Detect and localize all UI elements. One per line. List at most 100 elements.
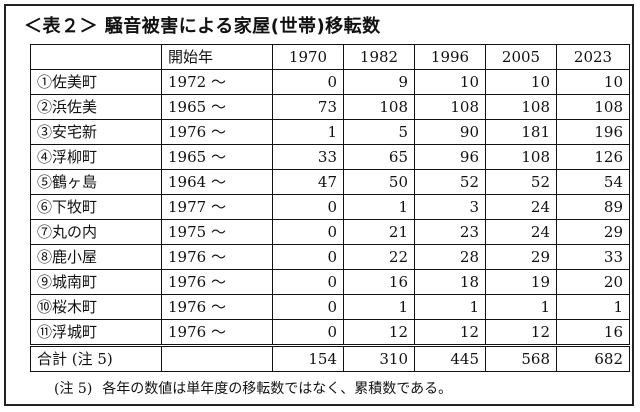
- row-name: ③安宅新: [30, 119, 162, 145]
- row-name: ⑨城南町: [30, 269, 162, 295]
- table-row: ②浜佐美 1965 ～ 73 108 108 108 108: [30, 94, 630, 120]
- table-title: ＜表２＞ 騒音被害による家屋(世帯)移転数: [24, 16, 381, 37]
- header-1970: 1970: [272, 44, 344, 70]
- cell-2005: 24: [485, 219, 557, 245]
- cell-1996: 10: [414, 69, 486, 95]
- table-row: ③安宅新 1976 ～ 1 5 90 181 196: [30, 119, 630, 145]
- cell-1970: 33: [272, 144, 344, 170]
- row-start-year: 1965 ～: [161, 94, 273, 120]
- row-name: ⑩桜木町: [30, 294, 162, 320]
- cell-2023: 54: [556, 169, 630, 195]
- cell-1982: 1: [343, 294, 415, 320]
- cell-2005: 108: [485, 94, 557, 120]
- row-start-year: 1976 ～: [161, 244, 273, 270]
- cell-2023: 10: [556, 69, 630, 95]
- cell-1996: 23: [414, 219, 486, 245]
- table-row: ④浮柳町 1965 ～ 33 65 96 108 126: [30, 144, 630, 170]
- relocation-table: 開始年 1970 1982 1996 2005 2023 ①佐美町 1972 ～…: [30, 44, 630, 372]
- row-name: ②浜佐美: [30, 94, 162, 120]
- table-row: ⑥下牧町 1977 ～ 0 1 3 24 89: [30, 194, 630, 220]
- row-start-year: 1965 ～: [161, 144, 273, 170]
- cell-1970: 0: [272, 269, 344, 295]
- cell-1982: 9: [343, 69, 415, 95]
- cell-2005: 24: [485, 194, 557, 220]
- table-row: ①佐美町 1972 ～ 0 9 10 10 10: [30, 69, 630, 95]
- header-1996: 1996: [414, 44, 486, 70]
- table-header-row: 開始年 1970 1982 1996 2005 2023: [30, 44, 630, 70]
- cell-2005: 19: [485, 269, 557, 295]
- total-row: 合計 (注 5) 154 310 445 568 682: [30, 344, 630, 372]
- cell-2023: 196: [556, 119, 630, 145]
- row-name: ⑦丸の内: [30, 219, 162, 245]
- footnote: (注 5) 各年の数値は単年度の移転数ではなく、累積数である。: [54, 378, 452, 400]
- row-start-year: 1977 ～: [161, 194, 273, 220]
- cell-1982: 16: [343, 269, 415, 295]
- cell-2023: 126: [556, 144, 630, 170]
- cell-1970: 0: [272, 219, 344, 245]
- cell-1970: 0: [272, 244, 344, 270]
- row-name: ⑥下牧町: [30, 194, 162, 220]
- row-start-year: 1976 ～: [161, 319, 273, 346]
- cell-1982: 12: [343, 319, 415, 346]
- header-start-year: 開始年: [161, 44, 273, 70]
- cell-1982: 108: [343, 94, 415, 120]
- header-name: [30, 44, 162, 70]
- document-panel: ＜表２＞ 騒音被害による家屋(世帯)移転数 開始年 1970 1982 1996…: [4, 4, 634, 406]
- cell-1982: 1: [343, 194, 415, 220]
- cell-2005: 12: [485, 319, 557, 346]
- cell-2023: 33: [556, 244, 630, 270]
- cell-1996: 108: [414, 94, 486, 120]
- cell-2005: 1: [485, 294, 557, 320]
- cell-1996: 52: [414, 169, 486, 195]
- cell-1970: 47: [272, 169, 344, 195]
- cell-1982: 22: [343, 244, 415, 270]
- cell-1982: 21: [343, 219, 415, 245]
- cell-1970: 73: [272, 94, 344, 120]
- header-2023: 2023: [556, 44, 630, 70]
- header-1982: 1982: [343, 44, 415, 70]
- cell-1996: 1: [414, 294, 486, 320]
- cell-2005: 181: [485, 119, 557, 145]
- row-name: ⑤鶴ヶ島: [30, 169, 162, 195]
- row-start-year: 1972 ～: [161, 69, 273, 95]
- total-1982: 310: [343, 344, 415, 372]
- cell-2005: 29: [485, 244, 557, 270]
- cell-1996: 18: [414, 269, 486, 295]
- cell-2005: 52: [485, 169, 557, 195]
- cell-1982: 5: [343, 119, 415, 145]
- cell-2023: 16: [556, 319, 630, 346]
- table-row: ⑧鹿小屋 1976 ～ 0 22 28 29 33: [30, 244, 630, 270]
- cell-2005: 10: [485, 69, 557, 95]
- cell-2023: 1: [556, 294, 630, 320]
- cell-2023: 108: [556, 94, 630, 120]
- cell-1982: 65: [343, 144, 415, 170]
- table-row: ⑩桜木町 1976 ～ 0 1 1 1 1: [30, 294, 630, 320]
- cell-1996: 96: [414, 144, 486, 170]
- row-start-year: 1976 ～: [161, 269, 273, 295]
- table-row: ⑦丸の内 1975 ～ 0 21 23 24 29: [30, 219, 630, 245]
- cell-1996: 3: [414, 194, 486, 220]
- row-name: ①佐美町: [30, 69, 162, 95]
- cell-1970: 0: [272, 294, 344, 320]
- total-2005: 568: [485, 344, 557, 372]
- cell-1996: 28: [414, 244, 486, 270]
- footnote-label: (注 5): [54, 381, 93, 397]
- row-start-year: 1975 ～: [161, 219, 273, 245]
- row-name: ⑧鹿小屋: [30, 244, 162, 270]
- table-row: ⑪浮城町 1976 ～ 0 12 12 12 16: [30, 319, 630, 346]
- header-2005: 2005: [485, 44, 557, 70]
- total-1996: 445: [414, 344, 486, 372]
- cell-1970: 0: [272, 319, 344, 346]
- row-name: ⑪浮城町: [30, 319, 162, 346]
- row-start-year: 1964 ～: [161, 169, 273, 195]
- row-start-year: 1976 ～: [161, 294, 273, 320]
- row-start-year: 1976 ～: [161, 119, 273, 145]
- cell-1970: 0: [272, 69, 344, 95]
- cell-2023: 20: [556, 269, 630, 295]
- table-row: ⑤鶴ヶ島 1964 ～ 47 50 52 52 54: [30, 169, 630, 195]
- footnote-text: 各年の数値は単年度の移転数ではなく、累積数である。: [102, 381, 453, 397]
- cell-1996: 12: [414, 319, 486, 346]
- table-row: ⑨城南町 1976 ～ 0 16 18 19 20: [30, 269, 630, 295]
- total-2023: 682: [556, 344, 630, 372]
- cell-2005: 108: [485, 144, 557, 170]
